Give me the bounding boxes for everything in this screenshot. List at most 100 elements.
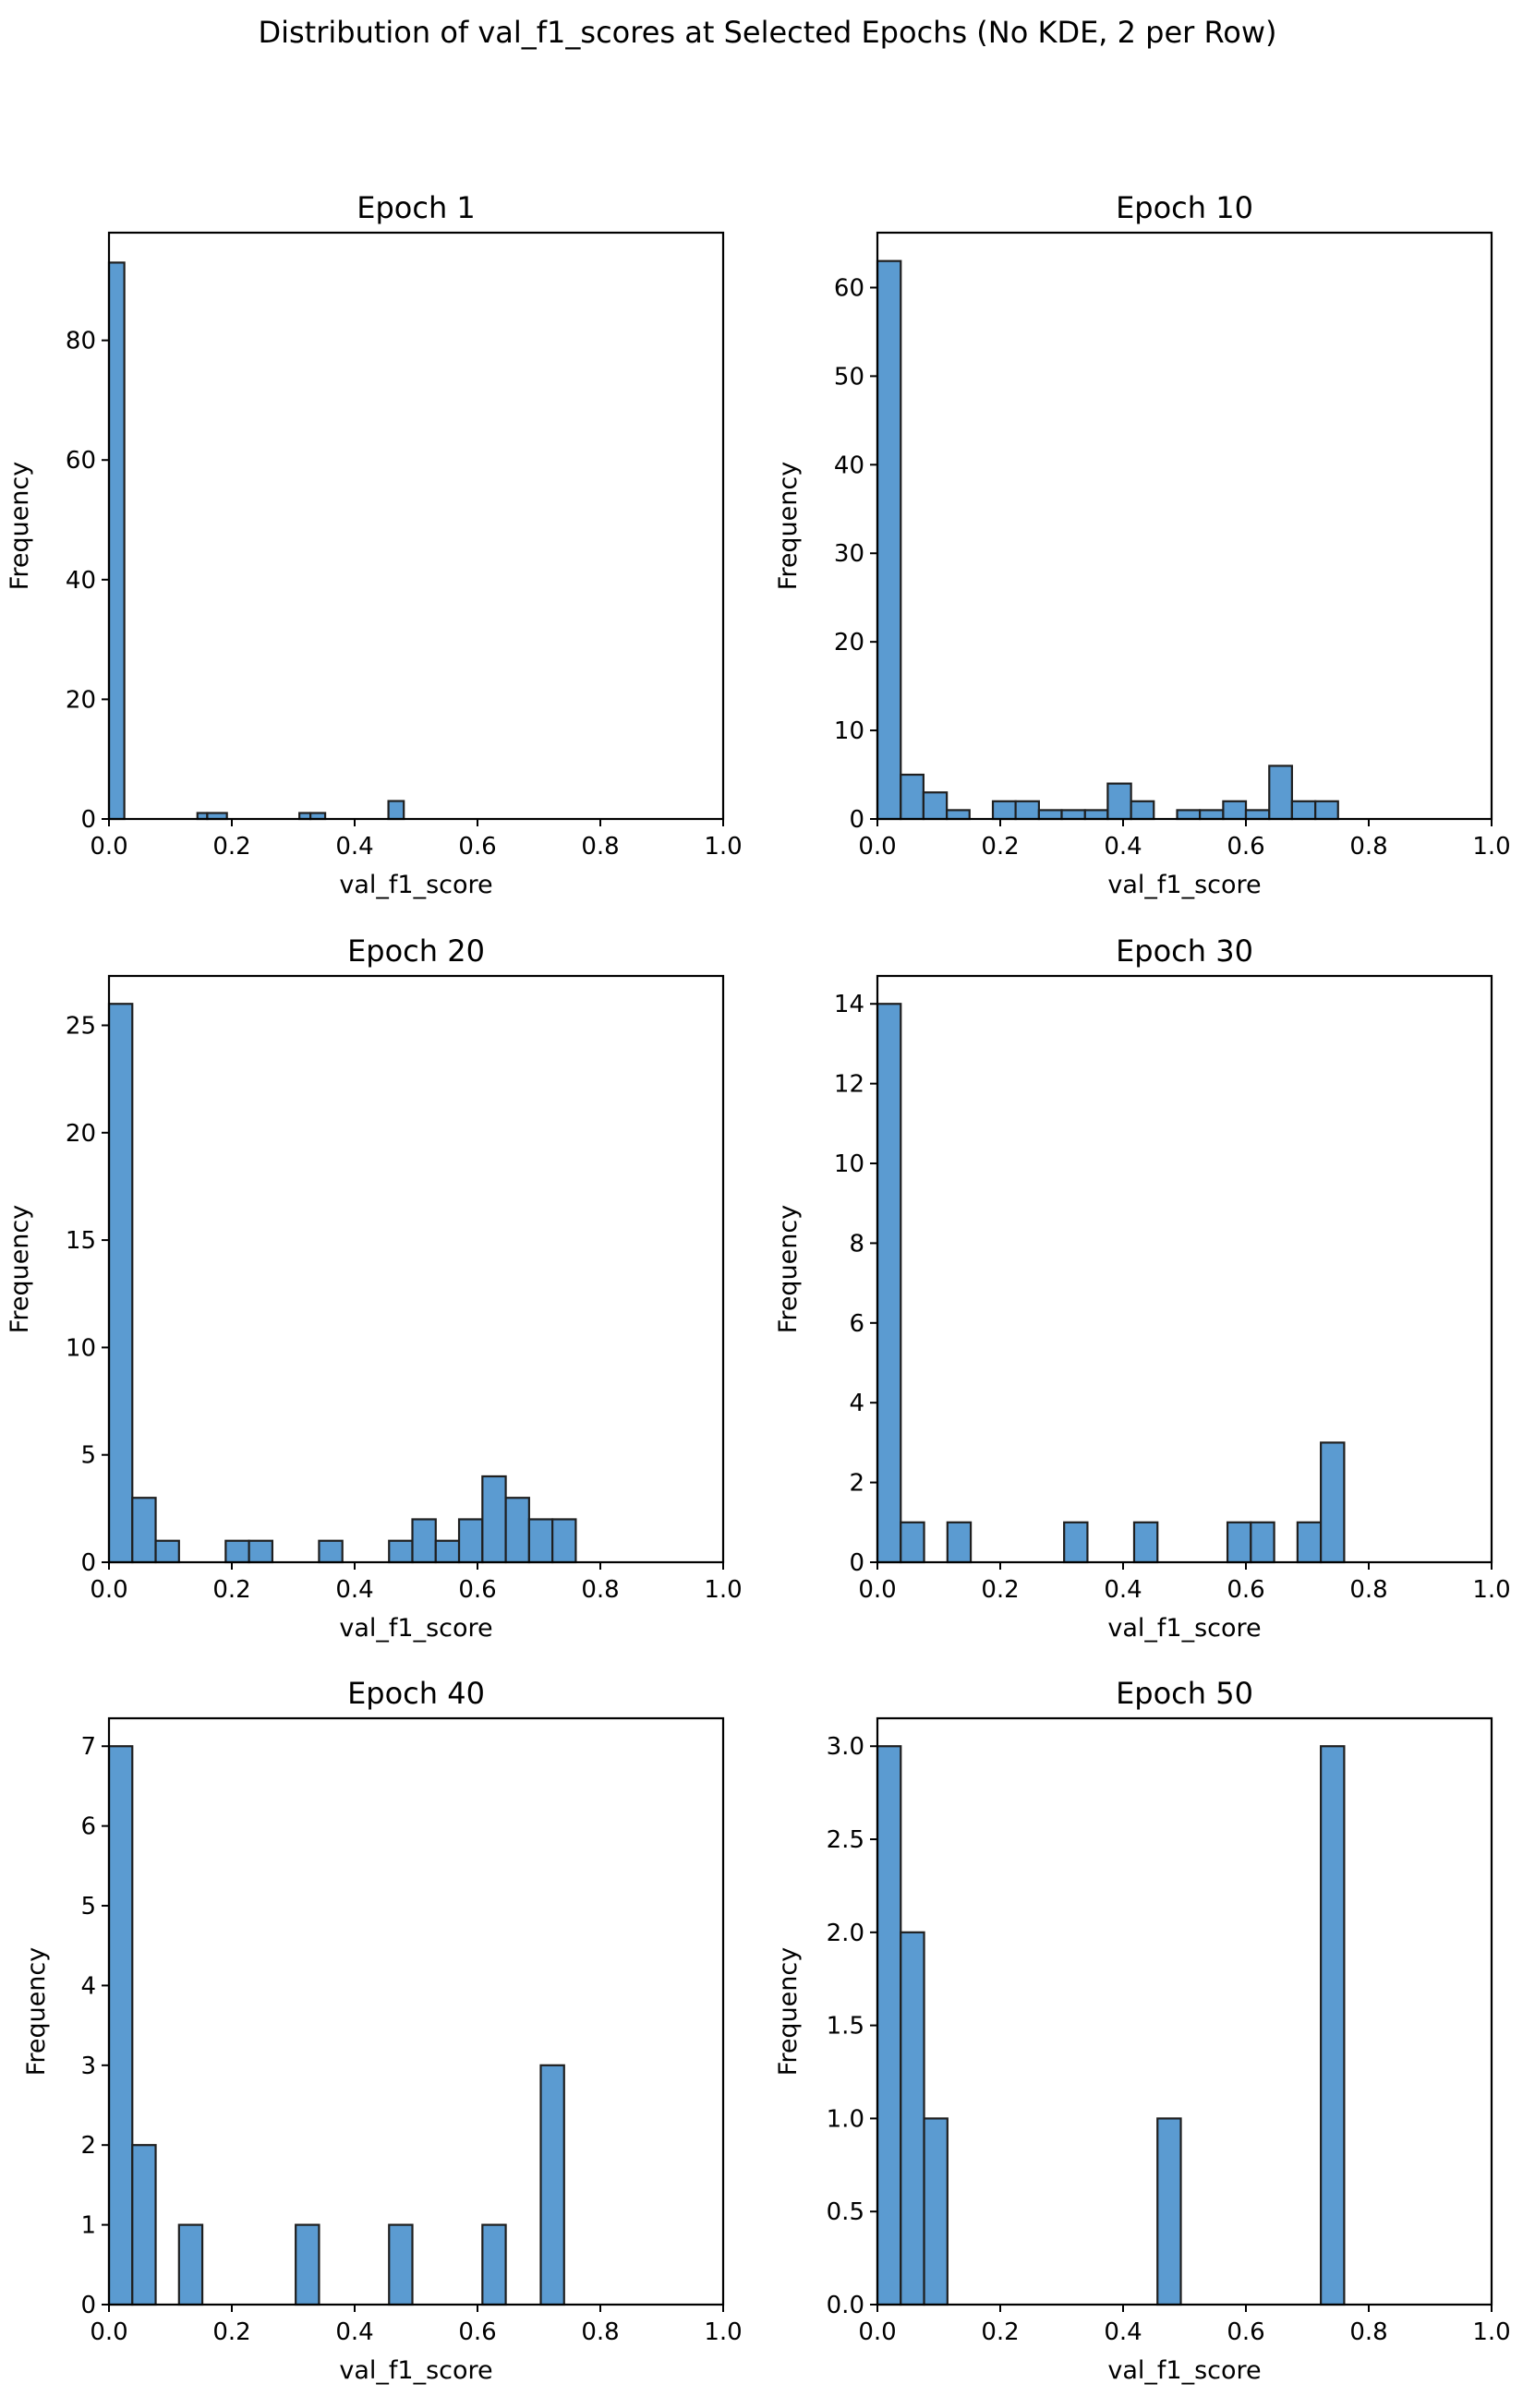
subplot-5: Epoch 40 0.0 0.2 0.4 0.6 0.8 1.0 0 1 2 3 4 5 6 7 val_f1… bbox=[22, 1676, 743, 2385]
y-tick-label: 0.5 bbox=[827, 2198, 864, 2226]
histogram-bar bbox=[154, 1539, 180, 1564]
histogram-bar bbox=[388, 1539, 414, 1564]
y-tick-label: 20 bbox=[66, 1120, 96, 1148]
histogram-bar bbox=[481, 2223, 507, 2306]
x-tick-label: 0.6 bbox=[1227, 1576, 1264, 1604]
histogram-bar bbox=[1156, 2117, 1182, 2306]
histogram-bar bbox=[923, 2117, 949, 2306]
y-tick-label: 3.0 bbox=[827, 1733, 864, 1761]
histogram-bar bbox=[539, 2064, 565, 2306]
histogram-bar bbox=[457, 1518, 484, 1564]
histogram-bar bbox=[1063, 1521, 1089, 1564]
subplot-title: Epoch 40 bbox=[347, 1676, 485, 1711]
histogram-bar bbox=[1037, 809, 1063, 821]
histogram-bar bbox=[387, 800, 405, 821]
x-tick-label: 0.4 bbox=[1104, 1576, 1142, 1604]
histogram-bar bbox=[131, 1497, 157, 1564]
x-tick-label: 0.0 bbox=[858, 833, 896, 861]
histogram-bar bbox=[107, 261, 126, 821]
x-axis-label: val_f1_score bbox=[1107, 2356, 1261, 2385]
y-tick-label: 0 bbox=[80, 2292, 96, 2319]
subplot-title: Epoch 1 bbox=[357, 190, 476, 225]
x-tick-label: 0.2 bbox=[981, 1576, 1019, 1604]
histogram-bar bbox=[900, 1521, 925, 1564]
histogram-bar bbox=[946, 809, 971, 821]
y-tick-label: 30 bbox=[834, 540, 864, 568]
y-tick-label: 15 bbox=[66, 1227, 96, 1255]
x-tick-label: 0.6 bbox=[1227, 833, 1264, 861]
y-tick-label: 8 bbox=[849, 1230, 864, 1258]
y-tick-label: 5 bbox=[80, 1893, 96, 1920]
y-tick-label: 40 bbox=[66, 567, 96, 595]
subplot-title: Epoch 10 bbox=[1116, 190, 1253, 225]
y-tick-label: 10 bbox=[834, 717, 864, 745]
y-tick-label: 50 bbox=[834, 363, 864, 391]
histogram-bar bbox=[177, 2223, 204, 2306]
histogram-bar bbox=[1296, 1521, 1323, 1564]
histogram-bar bbox=[1222, 800, 1248, 821]
subplot-title: Epoch 50 bbox=[1116, 1676, 1253, 1711]
histogram-bar bbox=[1226, 1521, 1252, 1564]
y-tick-label: 60 bbox=[66, 447, 96, 475]
x-tick-label: 0.8 bbox=[581, 833, 619, 861]
y-axis-label: Frequency bbox=[774, 1947, 803, 2077]
histogram-bar bbox=[1014, 800, 1040, 821]
y-tick-label: 6 bbox=[80, 1813, 96, 1841]
y-tick-label: 0 bbox=[80, 1549, 96, 1577]
axes-frame bbox=[876, 1716, 1493, 2306]
axes-frame bbox=[107, 231, 725, 821]
x-tick-label: 0.6 bbox=[458, 2318, 496, 2346]
y-tick-label: 25 bbox=[66, 1012, 96, 1040]
x-tick-label: 0.0 bbox=[90, 1576, 127, 1604]
y-tick-label: 3 bbox=[80, 2053, 96, 2080]
figure-title: Distribution of val_f1_scores at Selecte… bbox=[258, 15, 1276, 50]
y-tick-label: 2 bbox=[80, 2132, 96, 2160]
x-tick-label: 0.4 bbox=[1104, 2318, 1142, 2346]
subplot-title: Epoch 30 bbox=[1116, 933, 1253, 969]
histogram-bar bbox=[1060, 809, 1086, 821]
x-tick-label: 0.2 bbox=[212, 833, 250, 861]
histogram-bar bbox=[1130, 800, 1155, 821]
x-tick-label: 1.0 bbox=[1472, 833, 1510, 861]
x-tick-label: 0.0 bbox=[858, 1576, 896, 1604]
y-tick-label: 4 bbox=[849, 1390, 864, 1417]
histogram-bar bbox=[1314, 800, 1339, 821]
histogram-bar bbox=[1199, 809, 1225, 821]
axes-frame bbox=[876, 231, 1493, 821]
y-tick-label: 2.0 bbox=[827, 1920, 864, 1947]
x-tick-label: 0.8 bbox=[1349, 1576, 1387, 1604]
y-axis-label: Frequency bbox=[22, 1947, 51, 2077]
y-tick-label: 5 bbox=[80, 1442, 96, 1470]
y-axis-label: Frequency bbox=[774, 462, 803, 591]
x-axis-label: val_f1_score bbox=[1107, 1614, 1261, 1643]
y-tick-label: 12 bbox=[834, 1071, 864, 1099]
y-tick-label: 10 bbox=[834, 1150, 864, 1178]
histogram-bar bbox=[946, 1521, 973, 1564]
subplot-1: Epoch 1 0.0 0.2 0.4 0.6 0.8 1.0 0 20 40 60 80 val_f1… bbox=[6, 190, 743, 899]
histogram-bar bbox=[504, 1497, 530, 1564]
x-tick-label: 1.0 bbox=[1472, 2318, 1510, 2346]
histogram-bar bbox=[527, 1518, 554, 1564]
axes-frame bbox=[107, 1716, 725, 2306]
y-tick-label: 80 bbox=[66, 328, 96, 355]
y-axis-label: Frequency bbox=[774, 1205, 803, 1334]
histogram-bar bbox=[318, 1539, 344, 1564]
x-tick-label: 0.0 bbox=[90, 833, 127, 861]
x-axis-label: val_f1_score bbox=[1107, 871, 1261, 899]
x-tick-label: 0.0 bbox=[858, 2318, 896, 2346]
y-tick-label: 2.5 bbox=[827, 1826, 864, 1854]
histogram-bar bbox=[876, 1003, 902, 1564]
subplot-grid: Epoch 10.0 0.2 0.4 0.6 0.8 1.0020406080val_f1… bbox=[6, 190, 1511, 2385]
subplot-2: Epoch 10 0.0 0.2 0.4 0.6 0.8 1.0 0 10 20 30 40 50 60 v… bbox=[774, 190, 1511, 899]
histogram-bar bbox=[1250, 1521, 1275, 1564]
x-tick-label: 1.0 bbox=[704, 833, 742, 861]
y-tick-label: 20 bbox=[66, 686, 96, 714]
x-tick-label: 0.6 bbox=[458, 833, 496, 861]
x-tick-label: 0.2 bbox=[981, 833, 1019, 861]
x-tick-label: 0.6 bbox=[1227, 2318, 1264, 2346]
subplot-4: Epoch 30 0.0 0.2 0.4 0.6 0.8 1.0 0 2 4 6 8 10 12 14 val… bbox=[774, 933, 1511, 1643]
subplot-title: Epoch 20 bbox=[347, 933, 485, 969]
x-tick-label: 0.8 bbox=[1349, 2318, 1387, 2346]
y-axis-label: Frequency bbox=[6, 462, 34, 591]
